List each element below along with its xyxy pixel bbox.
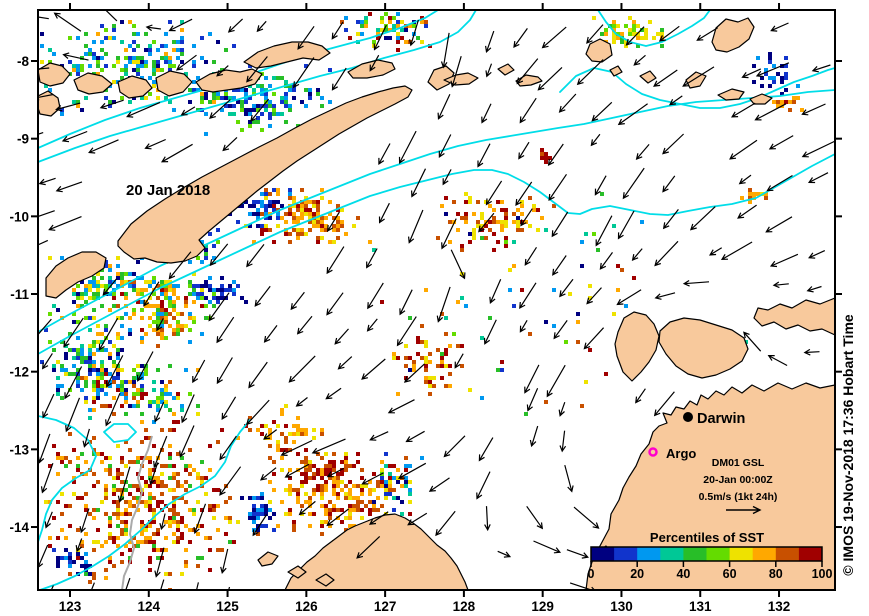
lon-tick-label: 130 (610, 599, 633, 614)
darwin-dot (683, 412, 693, 422)
colorbar-tick-label: 100 (812, 567, 833, 581)
lon-tick-label: 132 (768, 599, 791, 614)
credit-label: © IMOS 19-Nov-2018 17:36 Hobart Time (840, 314, 856, 576)
lon-tick-label: 131 (689, 599, 712, 614)
lat-tick-label: -8 (17, 54, 29, 69)
argo-label: Argo (666, 446, 696, 461)
lon-tick-label: 127 (374, 599, 397, 614)
lon-tick-label: 126 (295, 599, 318, 614)
axes-layer: 123 124 125 126 127 128 129 130 131 132 -8 -9 -10 -11… (9, 3, 842, 614)
lat-tick-label: -10 (9, 209, 29, 224)
current-arrow-layer (38, 10, 835, 590)
colorbar-tick-label: 20 (630, 567, 644, 581)
lon-tick-label: 125 (216, 599, 239, 614)
legend-layer: DM01 GSL 20-Jan 00:00Z 0.5m/s (1kt 24h) … (588, 457, 833, 581)
colorbar-title: Percentiles of SST (650, 530, 764, 545)
lon-tick-label: 129 (531, 599, 554, 614)
legend-datetime-label: 20-Jan 00:00Z (703, 474, 773, 486)
lon-tick-label: 123 (59, 599, 82, 614)
lat-tick-label: -11 (10, 287, 29, 302)
legend-product-label: DM01 GSL (712, 457, 765, 469)
colorbar-tick-label: 40 (676, 567, 690, 581)
velocity-scale-arrow-icon (726, 505, 762, 515)
lon-tick-label: 124 (138, 599, 161, 614)
colorbar: 0 20 40 60 80 100 (588, 546, 833, 581)
lat-tick-label: -14 (9, 520, 29, 535)
annotation-layer: 20 Jan 2018 Darwin Argo © IMOS 19-Nov-20… (126, 182, 856, 576)
darwin-label: Darwin (697, 411, 745, 427)
lat-tick-label: -13 (9, 442, 29, 457)
lat-tick-label: -12 (9, 365, 29, 380)
colorbar-tick-label: 80 (769, 567, 783, 581)
argo-float-marker (648, 447, 658, 457)
date-label: 20 Jan 2018 (126, 182, 210, 199)
land-layer (38, 17, 835, 590)
colorbar-tick-label: 60 (723, 567, 737, 581)
lon-tick-label: 128 (453, 599, 476, 614)
place-markers (648, 412, 693, 457)
lat-tick-label: -9 (17, 132, 29, 147)
colorbar-tick-label: 0 (588, 567, 595, 581)
legend-scale-label: 0.5m/s (1kt 24h) (699, 491, 778, 503)
